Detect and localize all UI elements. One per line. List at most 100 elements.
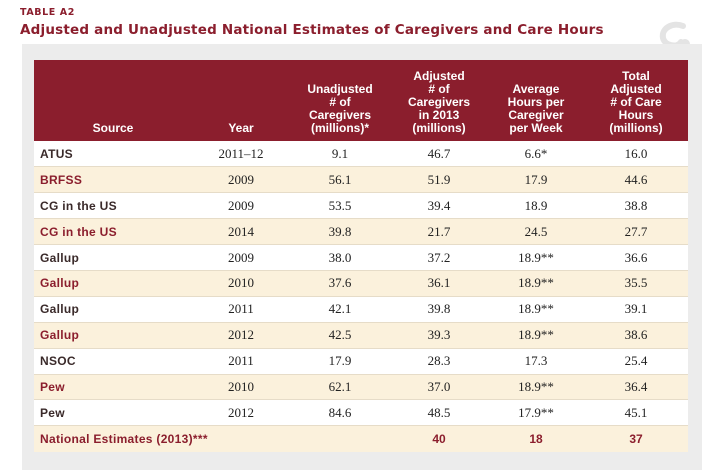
- cell-total-hours: 38.8: [584, 192, 688, 220]
- cell-adjusted: 46.7: [390, 141, 488, 168]
- cell-year: 2010: [192, 374, 290, 401]
- cell-year: 2009: [192, 166, 290, 194]
- cell-adjusted: 37.2: [390, 244, 488, 271]
- header-line: Year: [228, 121, 254, 135]
- cell-avg-hours: 18.9**: [488, 296, 584, 323]
- cell-adjusted: 36.1: [390, 270, 488, 297]
- header-line: in 2013: [418, 108, 460, 122]
- cell-source: Gallup: [34, 244, 192, 271]
- national-estimates-row: National Estimates (2013)*** 40 18 37: [34, 425, 688, 452]
- cell-source: NSOC: [34, 348, 192, 375]
- header-line: per Week: [509, 121, 563, 135]
- column-header-source: Source: [34, 60, 192, 141]
- cell-adjusted: 37.0: [390, 374, 488, 401]
- cell-year: 2010: [192, 270, 290, 297]
- cell-avg-hours: 17.9**: [488, 399, 584, 427]
- header-line: Unadjusted: [307, 82, 373, 96]
- cell-adjusted: 39.3: [390, 322, 488, 349]
- header-line: (millions): [412, 121, 466, 135]
- column-header-total-hours: Total Adjusted # of Care Hours (millions): [584, 60, 688, 141]
- column-header-adjusted: Adjusted # of Caregivers in 2013 (millions): [390, 60, 488, 141]
- cell-avg-hours: 17.3: [488, 348, 584, 375]
- table-row: NSOC 2011 17.9 28.3 17.3 25.4: [34, 348, 688, 375]
- header-line: Source: [92, 121, 134, 135]
- cell-unadjusted: 17.9: [290, 348, 390, 375]
- cell-source: Gallup: [34, 270, 192, 297]
- cell-source: CG in the US: [34, 218, 192, 246]
- table-row: Gallup 2011 42.1 39.8 18.9** 39.1: [34, 296, 688, 323]
- table-row: CG in the US 2014 39.8 21.7 24.5 27.7: [34, 218, 688, 246]
- cell-year: 2012: [192, 322, 290, 349]
- table-body: ATUS 2011–12 9.1 46.7 6.6* 16.0 BRFSS 2009 56.1 5…: [34, 141, 688, 452]
- cell-year: 2011–12: [192, 141, 290, 168]
- column-header-avg-hours: Average Hours per Caregiver per Week: [488, 60, 584, 141]
- cell-adjusted: 28.3: [390, 348, 488, 375]
- cell-source: CG in the US: [34, 192, 192, 220]
- cell-source: ATUS: [34, 141, 192, 168]
- cell-adjusted: 48.5: [390, 399, 488, 427]
- estimates-table: Source Year Unadjusted # of Caregivers (milli…: [34, 60, 688, 452]
- header-line: Adjusted: [610, 82, 662, 96]
- cell-adjusted: 51.9: [390, 166, 488, 194]
- header-line: Caregivers: [308, 108, 372, 122]
- cell-unadjusted: 37.6: [290, 270, 390, 297]
- table-row: Gallup 2009 38.0 37.2 18.9** 36.6: [34, 244, 688, 271]
- cell-year: 2009: [192, 192, 290, 220]
- cell-source: Gallup: [34, 322, 192, 349]
- cell-source: Gallup: [34, 296, 192, 323]
- cell-unadjusted: 56.1: [290, 166, 390, 194]
- cell-total-hours: 36.4: [584, 374, 688, 401]
- cell-unadjusted: 42.1: [290, 296, 390, 323]
- national-estimates-label: National Estimates (2013)***: [34, 425, 390, 452]
- cell-avg-hours: 6.6*: [488, 141, 584, 168]
- cell-total-hours: 45.1: [584, 399, 688, 427]
- header-row: Source Year Unadjusted # of Caregivers (milli…: [34, 60, 688, 141]
- header-line: Caregivers: [407, 95, 471, 109]
- header-line: (millions): [609, 121, 663, 135]
- cell-total-hours: 39.1: [584, 296, 688, 323]
- cell-total-hours: 44.6: [584, 166, 688, 194]
- cell-source: Pew: [34, 399, 192, 427]
- cell-year: 2014: [192, 218, 290, 246]
- cell-source: Pew: [34, 374, 192, 401]
- cell-unadjusted: 42.5: [290, 322, 390, 349]
- column-header-year: Year: [192, 60, 290, 141]
- cell-unadjusted: 84.6: [290, 399, 390, 427]
- table-label: TABLE A2: [20, 7, 75, 18]
- national-estimate-total-hours: 37: [584, 425, 688, 452]
- national-estimate-hours: 18: [488, 425, 584, 452]
- cell-avg-hours: 18.9**: [488, 322, 584, 349]
- cell-source: BRFSS: [34, 166, 192, 194]
- header-line: Total: [622, 69, 650, 83]
- cell-avg-hours: 18.9**: [488, 244, 584, 271]
- header-line: Adjusted: [413, 69, 465, 83]
- cell-total-hours: 35.5: [584, 270, 688, 297]
- header-line: Caregiver: [508, 108, 564, 122]
- header-line: Hours per: [507, 95, 565, 109]
- table-title: Adjusted and Unadjusted National Estimat…: [20, 22, 604, 38]
- cell-total-hours: 27.7: [584, 218, 688, 246]
- cell-avg-hours: 18.9**: [488, 374, 584, 401]
- header-line: # of: [329, 95, 351, 109]
- header-line: (millions)*: [310, 121, 369, 135]
- table-row: Pew 2012 84.6 48.5 17.9** 45.1: [34, 399, 688, 427]
- cell-adjusted: 21.7: [390, 218, 488, 246]
- cell-avg-hours: 17.9: [488, 166, 584, 194]
- cell-total-hours: 38.6: [584, 322, 688, 349]
- table-row: ATUS 2011–12 9.1 46.7 6.6* 16.0: [34, 141, 688, 168]
- cell-year: 2009: [192, 244, 290, 271]
- cell-total-hours: 36.6: [584, 244, 688, 271]
- cell-total-hours: 16.0: [584, 141, 688, 168]
- header-line: # of: [428, 82, 450, 96]
- cell-unadjusted: 38.0: [290, 244, 390, 271]
- cell-adjusted: 39.4: [390, 192, 488, 220]
- cell-total-hours: 25.4: [584, 348, 688, 375]
- cell-year: 2011: [192, 296, 290, 323]
- header-line: Average: [512, 82, 560, 96]
- table-row: CG in the US 2009 53.5 39.4 18.9 38.8: [34, 192, 688, 220]
- cell-avg-hours: 18.9**: [488, 270, 584, 297]
- cell-unadjusted: 9.1: [290, 141, 390, 168]
- header-line: # of Care: [610, 95, 662, 109]
- cell-avg-hours: 24.5: [488, 218, 584, 246]
- cell-year: 2012: [192, 399, 290, 427]
